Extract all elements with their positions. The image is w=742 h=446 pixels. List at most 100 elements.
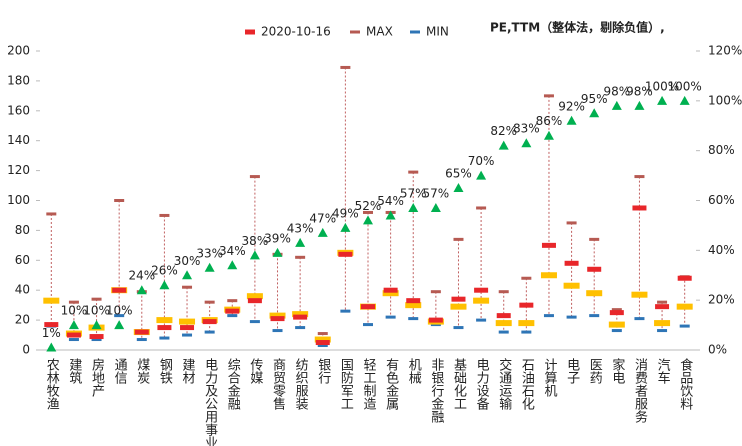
y-tick-label: 120 bbox=[7, 163, 30, 177]
marker bbox=[293, 314, 308, 320]
marker bbox=[498, 140, 509, 150]
data-label: 100% bbox=[645, 79, 679, 93]
marker bbox=[476, 206, 487, 210]
y-tick-label: 40 bbox=[15, 283, 30, 297]
marker bbox=[363, 215, 373, 225]
marker bbox=[655, 304, 670, 310]
marker bbox=[385, 315, 396, 319]
marker bbox=[249, 320, 260, 324]
marker bbox=[408, 170, 419, 174]
marker bbox=[518, 320, 535, 327]
marker bbox=[182, 285, 193, 289]
x-tick-label: 综合金融 bbox=[225, 358, 241, 410]
marker bbox=[46, 342, 57, 352]
y2-tick-label: 120% bbox=[708, 44, 742, 58]
x-tick-label: 机械 bbox=[406, 358, 422, 384]
marker bbox=[476, 170, 487, 180]
marker bbox=[476, 318, 487, 322]
marker bbox=[114, 320, 125, 330]
marker bbox=[408, 317, 419, 321]
marker bbox=[611, 100, 622, 110]
marker bbox=[540, 272, 557, 279]
marker bbox=[340, 309, 351, 313]
legend-swatch bbox=[350, 30, 360, 34]
y2-tick-label: 100% bbox=[708, 93, 742, 107]
x-tick-label: 交通运输 bbox=[496, 357, 512, 410]
marker bbox=[564, 260, 579, 266]
x-tick-label: 汽车 bbox=[655, 358, 671, 384]
x-tick-label: 商贸零售 bbox=[270, 358, 286, 410]
marker bbox=[566, 315, 577, 319]
marker bbox=[247, 298, 262, 304]
marker bbox=[498, 290, 509, 294]
marker bbox=[136, 338, 147, 342]
marker bbox=[91, 320, 102, 330]
marker bbox=[295, 326, 306, 330]
marker bbox=[204, 262, 215, 272]
marker bbox=[363, 210, 373, 214]
marker bbox=[430, 290, 441, 294]
x-tick-label: 房地产 bbox=[89, 357, 105, 398]
x-tick-label: 传媒 bbox=[247, 358, 263, 384]
marker bbox=[68, 300, 79, 304]
x-tick-label: 国防军工 bbox=[338, 358, 354, 410]
marker bbox=[182, 333, 193, 337]
marker bbox=[156, 317, 173, 324]
marker bbox=[632, 205, 647, 211]
marker bbox=[634, 100, 645, 110]
x-tick-label: 轻工制造 bbox=[361, 358, 377, 411]
x-tick-label: 医药 bbox=[587, 358, 603, 384]
data-label: 24% bbox=[128, 269, 155, 283]
x-tick-label: 电子 bbox=[564, 358, 580, 384]
marker bbox=[227, 299, 238, 303]
marker bbox=[589, 108, 600, 118]
data-label: 65% bbox=[445, 167, 472, 181]
marker bbox=[453, 237, 464, 241]
marker bbox=[249, 250, 260, 260]
data-label: 38% bbox=[242, 234, 269, 248]
x-tick-label: 基础化工 bbox=[451, 358, 467, 410]
data-label: 39% bbox=[264, 231, 291, 245]
marker bbox=[586, 290, 603, 297]
x-tick-label: 石油石化 bbox=[519, 358, 535, 411]
data-label: 1% bbox=[42, 326, 61, 340]
marker bbox=[519, 302, 534, 308]
x-tick-label: 银行 bbox=[315, 358, 331, 385]
marker bbox=[91, 297, 102, 301]
chart-title: PE,TTM（整体法，剔除负值）, bbox=[490, 20, 665, 35]
y-tick-label: 0 bbox=[22, 343, 30, 357]
marker bbox=[136, 285, 147, 295]
y2-tick-label: 0% bbox=[708, 343, 727, 357]
marker bbox=[657, 329, 668, 333]
marker bbox=[134, 329, 149, 335]
marker bbox=[180, 325, 195, 331]
marker bbox=[361, 304, 375, 310]
data-label: 10% bbox=[61, 304, 88, 318]
y2-tick-label: 40% bbox=[708, 243, 735, 257]
y-tick-label: 200 bbox=[7, 44, 30, 58]
marker bbox=[179, 318, 196, 325]
x-tick-label: 电力及公用事业 bbox=[202, 358, 218, 446]
marker bbox=[385, 210, 396, 220]
marker bbox=[498, 330, 509, 334]
marker bbox=[112, 287, 127, 293]
data-label: 95% bbox=[581, 92, 608, 106]
marker bbox=[43, 297, 60, 304]
data-label: 83% bbox=[513, 122, 540, 136]
marker bbox=[269, 312, 286, 319]
marker bbox=[46, 212, 57, 216]
marker bbox=[227, 314, 238, 318]
marker bbox=[521, 330, 532, 334]
marker bbox=[202, 319, 217, 325]
marker bbox=[589, 237, 600, 241]
marker bbox=[363, 323, 373, 327]
y2-tick-label: 80% bbox=[708, 143, 735, 157]
data-label: 33% bbox=[196, 246, 223, 260]
y-tick-label: 20 bbox=[15, 313, 30, 327]
y-tick-label: 100 bbox=[7, 193, 30, 207]
marker bbox=[677, 275, 692, 281]
marker bbox=[566, 221, 577, 225]
marker bbox=[382, 290, 399, 297]
marker bbox=[44, 322, 59, 328]
marker bbox=[89, 334, 104, 340]
